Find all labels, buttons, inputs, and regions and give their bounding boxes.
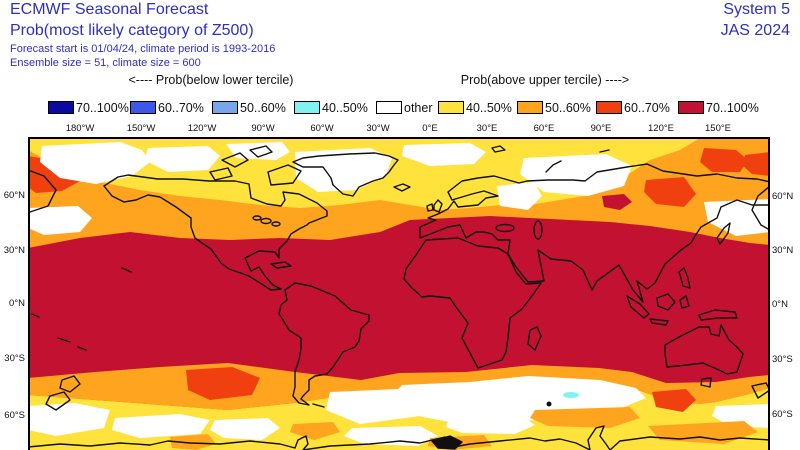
legend-swatch-red: [678, 101, 704, 114]
probability-field: [28, 137, 770, 450]
lon-tick-label: 30°E: [476, 123, 498, 134]
map-border: [28, 137, 770, 450]
legend-label: 50..60%: [240, 100, 286, 115]
lon-tick-label: 120°W: [187, 123, 217, 134]
page-subtitle: Prob(most likely category of Z500): [10, 22, 254, 39]
lat-tick-label: 60°S: [4, 410, 25, 421]
legend-title-below: <---- Prob(below lower tercile): [128, 73, 294, 87]
legend-item: 70..100%: [678, 100, 759, 115]
legend-swatch-yellow: [438, 101, 464, 114]
system-label: System 5: [723, 1, 790, 18]
legend-label: 50..60%: [545, 100, 591, 115]
lon-tick-label: 150°E: [705, 123, 731, 134]
lon-tick-label: 90°E: [590, 123, 612, 134]
world-map: [28, 137, 770, 450]
legend-item: 40..50%: [294, 100, 368, 115]
legend-swatch-darkorange: [596, 101, 622, 114]
lat-tick-label: 0°N: [9, 298, 25, 309]
lon-tick-label: 150°W: [126, 123, 156, 134]
lat-tick-label: 30°N: [772, 245, 794, 256]
lon-tick-label: 90°W: [251, 123, 275, 134]
forecast-info-line: Forecast start is 01/04/24, climate peri…: [10, 43, 276, 55]
legend-label: 70..100%: [706, 100, 759, 115]
legend-label: 40..50%: [466, 100, 512, 115]
coastlines: [28, 145, 770, 450]
lat-tick-label: 60°S: [772, 409, 793, 420]
lon-tick-label: 120°E: [648, 123, 674, 134]
legend-item: 70..100%: [48, 100, 129, 115]
legend-item: 50..60%: [517, 100, 591, 115]
legend-title-above: Prob(above upper tercile) ---->: [460, 73, 630, 87]
legend-swatch-white: [376, 101, 402, 114]
legend-label: other: [404, 100, 433, 115]
legend-swatch-navy: [48, 101, 74, 114]
lon-tick-label: 0°E: [422, 123, 438, 134]
lat-tick-label: 30°S: [4, 353, 25, 364]
legend-label: 60..70%: [158, 100, 204, 115]
lon-tick-label: 30°W: [366, 123, 390, 134]
page-title: ECMWF Seasonal Forecast: [10, 1, 209, 18]
legend-swatch-blue: [130, 101, 156, 114]
legend-swatch-lightblue: [212, 101, 238, 114]
legend-item: 40..50%: [438, 100, 512, 115]
legend-item: other: [376, 100, 433, 115]
lon-tick-label: 60°E: [533, 123, 555, 134]
ensemble-info-line: Ensemble size = 51, climate size = 600: [10, 57, 201, 69]
lat-tick-label: 60°N: [3, 190, 25, 201]
lon-tick-label: 60°W: [310, 123, 334, 134]
legend-label: 70..100%: [76, 100, 129, 115]
cyan-below-tercile-spot: [563, 392, 579, 398]
lat-tick-label: 30°N: [3, 245, 25, 256]
legend-swatch-orange: [517, 101, 543, 114]
legend-item: 60..70%: [596, 100, 670, 115]
legend-swatch-cyan: [294, 101, 320, 114]
legend-label: 60..70%: [624, 100, 670, 115]
lat-tick-label: 30°S: [772, 354, 793, 365]
legend-item: 60..70%: [130, 100, 204, 115]
lon-tick-label: 180°W: [65, 123, 95, 134]
legend-label: 40..50%: [322, 100, 368, 115]
lat-tick-label: 60°N: [772, 191, 794, 202]
season-label: JAS 2024: [720, 22, 790, 39]
lat-tick-label: 0°N: [772, 299, 788, 310]
legend-item: 50..60%: [212, 100, 286, 115]
